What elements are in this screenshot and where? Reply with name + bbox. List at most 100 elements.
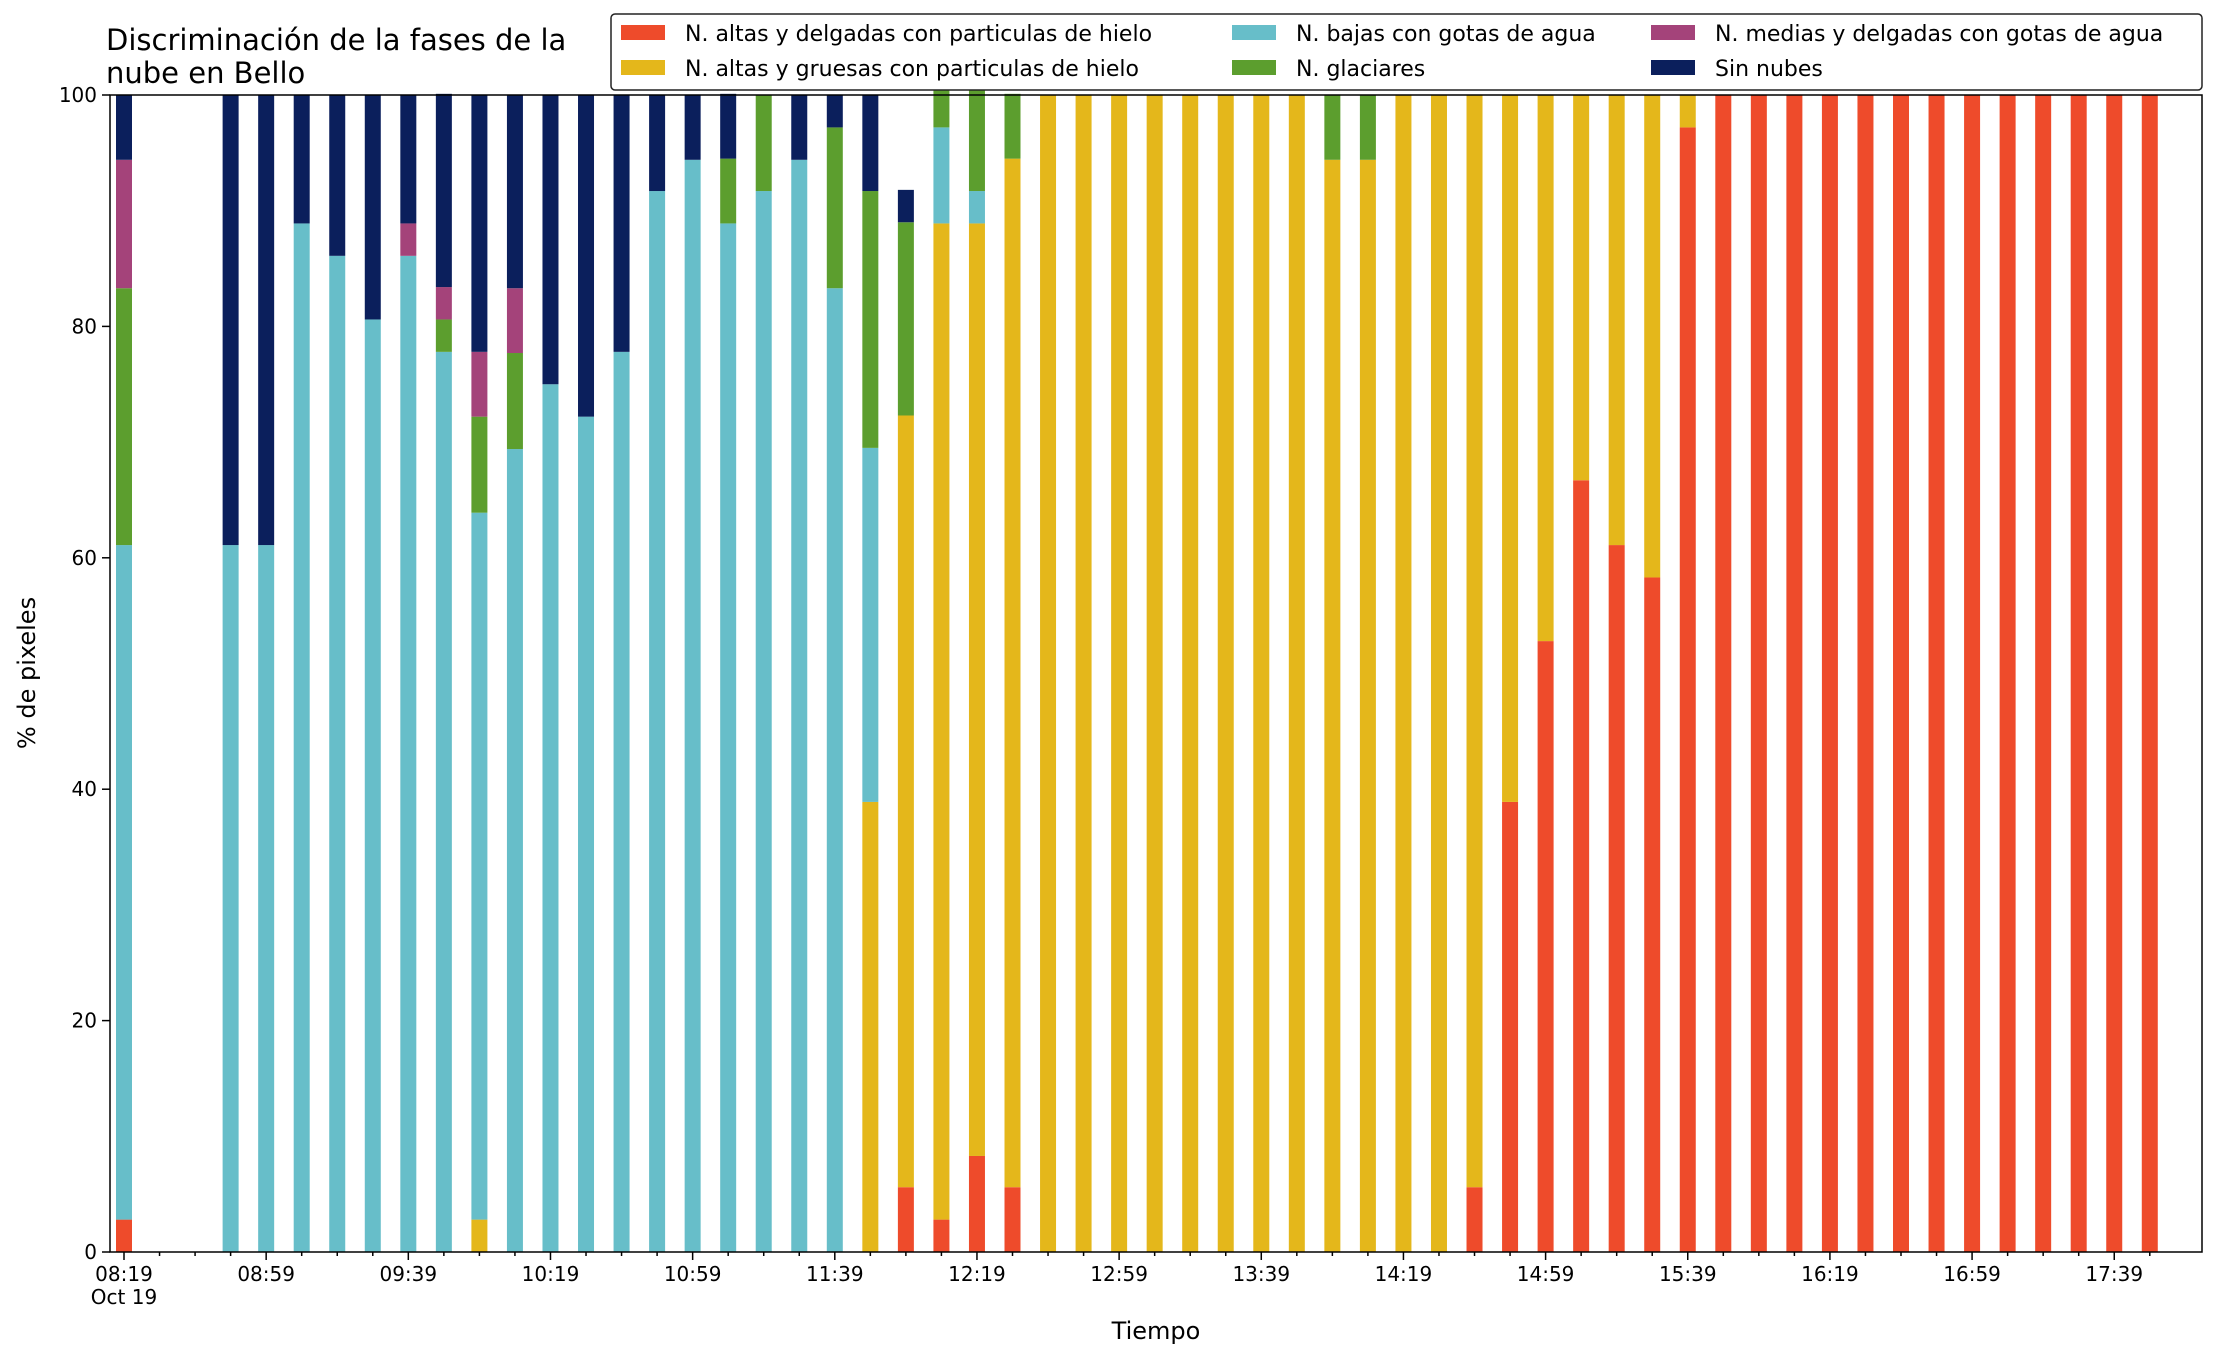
bar-segment-2-0929 — [364, 319, 381, 1253]
bar-segment-3-1229 — [1004, 93, 1021, 159]
bar-segment-5-1019 — [542, 95, 559, 385]
bar-segment-3-1109 — [720, 158, 737, 224]
bar-segment-2-1049 — [649, 191, 666, 1252]
x-tick-label: 10:59 — [664, 1262, 722, 1286]
y-tick-label: 100 — [59, 83, 97, 107]
bar-segment-1-1339 — [1253, 95, 1270, 1252]
bar-segment-5-1129 — [791, 95, 808, 160]
bar-segment-3-1139 — [826, 127, 843, 289]
bar-segment-1-1159 — [897, 415, 914, 1188]
bar-segment-5-1109 — [720, 93, 737, 159]
bar-segment-0-1619 — [1821, 95, 1838, 1252]
bar-segment-1-1449 — [1502, 95, 1519, 802]
bar-segment-0-1459 — [1537, 641, 1554, 1252]
bar-segment-2-0939 — [400, 255, 417, 1252]
bar-segment-0-1529 — [1644, 577, 1661, 1252]
bar-segment-0-1219 — [968, 1155, 985, 1252]
bar-segment-0-0819 — [116, 1219, 132, 1252]
bar-segment-0-1639 — [1893, 95, 1909, 1252]
bar-segment-0-1719 — [2035, 95, 2052, 1252]
legend-label: Sin nubes — [1715, 57, 1823, 82]
bar-segment-1-1349 — [1288, 95, 1305, 1252]
bar-segment-1-1539 — [1679, 95, 1696, 128]
bar-segment-5-0929 — [364, 95, 381, 320]
bar-segment-1-1359 — [1324, 159, 1341, 1252]
bar-segment-2-0859 — [258, 545, 275, 1252]
bar-segment-5-1049 — [649, 95, 666, 192]
legend-swatch — [621, 25, 665, 40]
bar-segment-3-0819 — [116, 288, 132, 546]
bar-segment-3-1149 — [862, 191, 879, 448]
bar-segment-0-1749 — [2141, 95, 2158, 1252]
bar-segment-1-1429 — [1430, 95, 1447, 1252]
chart-title-line-2: nube en Bello — [106, 56, 305, 90]
bar-segment-5-0819 — [116, 95, 132, 160]
y-tick-label: 40 — [72, 777, 97, 801]
bar-segment-5-0959 — [471, 95, 488, 352]
legend-swatch — [1232, 25, 1276, 40]
x-tick-sublabel: Oct 19 — [91, 1285, 157, 1309]
bar-segment-1-1229 — [1004, 158, 1021, 1188]
y-tick-label: 80 — [72, 314, 97, 338]
x-tick-label: 13:39 — [1232, 1262, 1290, 1286]
bar-segment-5-1059 — [684, 95, 701, 160]
bar-segment-4-1009 — [506, 288, 523, 354]
x-tick-label: 15:39 — [1659, 1262, 1717, 1286]
bar-segment-3-0949 — [435, 319, 452, 352]
bar-segment-5-0859 — [258, 95, 275, 546]
x-axis: 08:19 08:59 09:39 10:19 10:59 11:39 12:19 12:59… — [91, 1252, 2151, 1309]
bars-group — [116, 30, 2158, 1253]
bar-segment-2-1019 — [542, 384, 559, 1252]
bar-segment-5-0909 — [293, 95, 310, 224]
bar-segment-5-1029 — [578, 95, 595, 417]
bar-segment-2-1059 — [684, 159, 701, 1252]
legend-label: N. medias y delgadas con gotas de agua — [1715, 22, 2163, 47]
bar-segment-2-1149 — [862, 447, 879, 802]
bar-segment-3-1409 — [1359, 95, 1376, 160]
bar-segment-2-1029 — [578, 416, 595, 1252]
bar-segment-0-1209 — [933, 1219, 950, 1252]
bar-segment-1-1419 — [1395, 95, 1412, 1252]
x-tick-label: 12:59 — [1090, 1262, 1148, 1286]
y-tick-label: 60 — [72, 546, 97, 570]
bar-segment-5-0939 — [400, 95, 417, 224]
bar-segment-1-1219 — [968, 223, 985, 1156]
x-tick-label: 14:59 — [1517, 1262, 1575, 1286]
legend-label: N. altas y gruesas con particulas de hie… — [685, 57, 1139, 82]
bar-segment-0-1649 — [1928, 95, 1945, 1252]
bar-segment-3-1159 — [897, 222, 914, 416]
x-tick-label: 08:59 — [237, 1262, 295, 1286]
bar-segment-1-1529 — [1644, 95, 1661, 578]
bar-segment-0-1709 — [1999, 95, 2016, 1252]
bar-segment-5-0849 — [222, 95, 239, 546]
bar-segment-0-1539 — [1679, 127, 1696, 1252]
x-tick-label: 16:19 — [1801, 1262, 1859, 1286]
x-tick-label: 14:19 — [1375, 1262, 1433, 1286]
legend-swatch — [1651, 60, 1695, 75]
bar-segment-0-1509 — [1573, 480, 1590, 1252]
bar-segment-2-0959 — [471, 512, 488, 1220]
legend-label: N. bajas con gotas de agua — [1296, 22, 1596, 47]
legend-label: N. altas y delgadas con particulas de hi… — [685, 22, 1152, 47]
bar-segment-5-0949 — [435, 93, 452, 288]
bar-segment-1-1149 — [862, 801, 879, 1252]
bar-segment-5-1159 — [897, 189, 914, 223]
y-tick-label: 0 — [84, 1240, 97, 1264]
legend-swatch — [1232, 60, 1276, 75]
x-tick-label: 10:19 — [522, 1262, 580, 1286]
bar-segment-1-1309 — [1146, 95, 1163, 1252]
bar-segment-2-1109 — [720, 223, 737, 1253]
bar-segment-1-1409 — [1359, 159, 1376, 1252]
bar-segment-1-1209 — [933, 223, 950, 1220]
y-axis-title: % de pixeles — [13, 597, 41, 749]
bar-segment-0-1559 — [1750, 95, 1767, 1252]
bar-segment-1-1239 — [1040, 95, 1057, 1252]
bar-segment-3-0959 — [471, 416, 488, 513]
bar-segment-5-1149 — [862, 95, 879, 192]
bar-segment-1-1459 — [1537, 95, 1554, 642]
bar-segment-2-0849 — [222, 545, 239, 1252]
bar-segment-0-1659 — [1964, 95, 1981, 1252]
bar-segment-0-1549 — [1715, 95, 1732, 1252]
plot-frame — [109, 94, 2203, 1253]
